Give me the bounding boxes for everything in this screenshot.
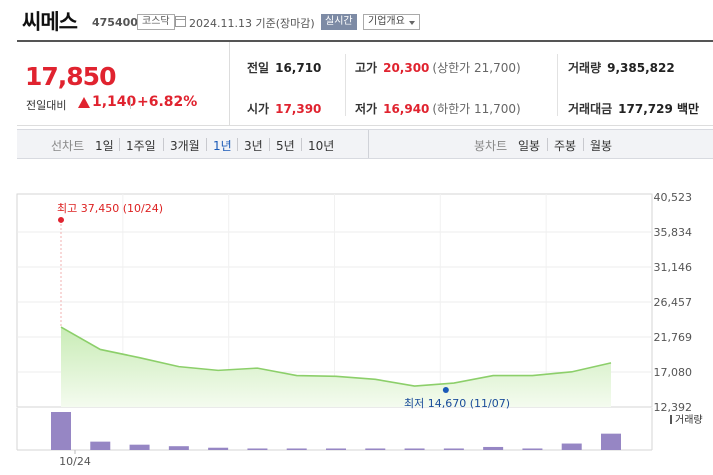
prev-close-label: 전일 [247,61,270,75]
volume-bar [365,448,386,450]
trade-amount: 거래대금 177,729 백만 [568,100,699,117]
divider [345,54,346,116]
y-tick-label: 26,457 [654,296,693,309]
volume-bar [601,433,621,450]
divider [269,138,270,151]
divider [368,130,369,158]
divider [301,138,302,151]
volume-legend: 거래량 [675,414,703,426]
candle-monthly[interactable]: 월봉 [590,139,613,153]
volume-legend-icon [670,415,672,424]
high-annotation: 최고 37,450 (10/24) [57,202,163,215]
period-3m[interactable]: 3개월 [170,139,200,153]
realtime-button[interactable]: 실시간 [321,14,357,30]
open-value: 17,390 [275,102,322,116]
price-summary: 17,850 전일대비 1,140 +6.82% 전일 16,710 고가 20,3… [17,40,713,126]
period-1d[interactable]: 1일 [95,139,114,153]
y-tick-label: 35,834 [654,226,693,239]
volume-bar [51,412,71,450]
period-5y[interactable]: 5년 [276,139,295,153]
change-amount: 1,140 [92,94,137,110]
volume-bar [561,443,582,450]
market-badge: 코스닥 [137,14,175,30]
volume-bar [90,441,111,450]
y-tick-label: 31,146 [654,261,693,274]
stock-name: 씨메스 [22,10,78,34]
lower-limit: (하한가 11,700) [432,102,521,116]
period-1y[interactable]: 1년 [213,139,232,153]
price-area [61,327,611,407]
chart-toolbar: 선차트 1일 1주일 3개월 1년 3년 5년 10년 봉차트 일봉 주봉 월봉 [17,129,713,159]
open-price: 시가 17,390 [247,100,321,117]
prev-close-value: 16,710 [275,61,322,75]
volume-bar [404,448,425,450]
period-1w[interactable]: 1주일 [126,139,156,153]
high-label: 고가 [355,61,378,75]
stock-header: 씨메스 475400 코스닥 2024.11.13 기준(장마감) 실시간 기업… [0,0,713,40]
current-price-panel: 17,850 전일대비 1,140 +6.82% [17,42,230,126]
calendar-icon [175,16,186,27]
high-price: 고가 20,300 (상한가 21,700) [355,59,521,76]
volume-bar [286,448,307,450]
line-chart-label: 선차트 [51,139,85,153]
y-tick-label: 21,769 [654,331,693,344]
volume-bar [168,446,189,450]
divider [119,138,120,151]
period-3y[interactable]: 3년 [244,139,263,153]
company-overview-dropdown[interactable]: 기업개요 [363,14,420,30]
volume-bar [483,446,504,450]
volume-bar [208,447,229,450]
low-label: 저가 [355,102,378,116]
stock-code: 475400 [92,16,138,29]
volume: 거래량 9,385,822 [568,59,675,76]
volume-bar [247,448,268,450]
low-price: 저가 16,940 (하한가 11,700) [355,100,521,117]
divider [237,138,238,151]
candle-chart-label: 봉차트 [474,139,508,153]
change-percent: +6.82% [137,94,198,110]
volume-bar [443,448,464,450]
low-marker [442,386,449,393]
upper-limit: (상한가 21,700) [432,61,521,75]
low-value: 16,940 [383,102,430,116]
high-marker [58,216,64,223]
price-chart[interactable]: 40,523 35,834 31,146 26,457 21,769 17,080 12,3… [0,160,713,475]
amount-label: 거래대금 [568,102,613,116]
prev-close: 전일 16,710 [247,59,321,76]
divider [130,97,131,109]
candle-weekly[interactable]: 주봉 [554,139,577,153]
volume-bar [129,444,150,450]
y-tick-label: 17,080 [654,366,693,379]
divider [547,138,548,151]
volume-bar [522,448,543,450]
period-10y[interactable]: 10년 [308,139,335,153]
y-tick-label: 40,523 [654,191,693,204]
price-chart-svg: 40,523 35,834 31,146 26,457 21,769 17,080 12,3… [16,191,703,468]
triangle-up-icon [78,97,90,108]
low-annotation: 최저 14,670 (11/07) [404,397,510,410]
volume-label: 거래량 [568,61,602,75]
high-value: 20,300 [383,61,430,75]
open-label: 시가 [247,102,270,116]
current-price: 17,850 [25,62,116,91]
divider [206,138,207,151]
as-of-date: 2024.11.13 기준(장마감) [189,17,315,30]
amount-value: 177,729 백만 [618,102,700,116]
x-tick-label: 10/24 [59,455,91,468]
y-tick-label: 12,392 [654,401,693,414]
divider [557,54,558,116]
volume-value: 9,385,822 [607,61,675,75]
divider [163,138,164,151]
price-line [60,326,612,387]
candle-daily[interactable]: 일봉 [518,139,541,153]
change-label: 전일대비 [26,99,67,112]
volume-bar [326,448,346,450]
divider [583,138,584,151]
